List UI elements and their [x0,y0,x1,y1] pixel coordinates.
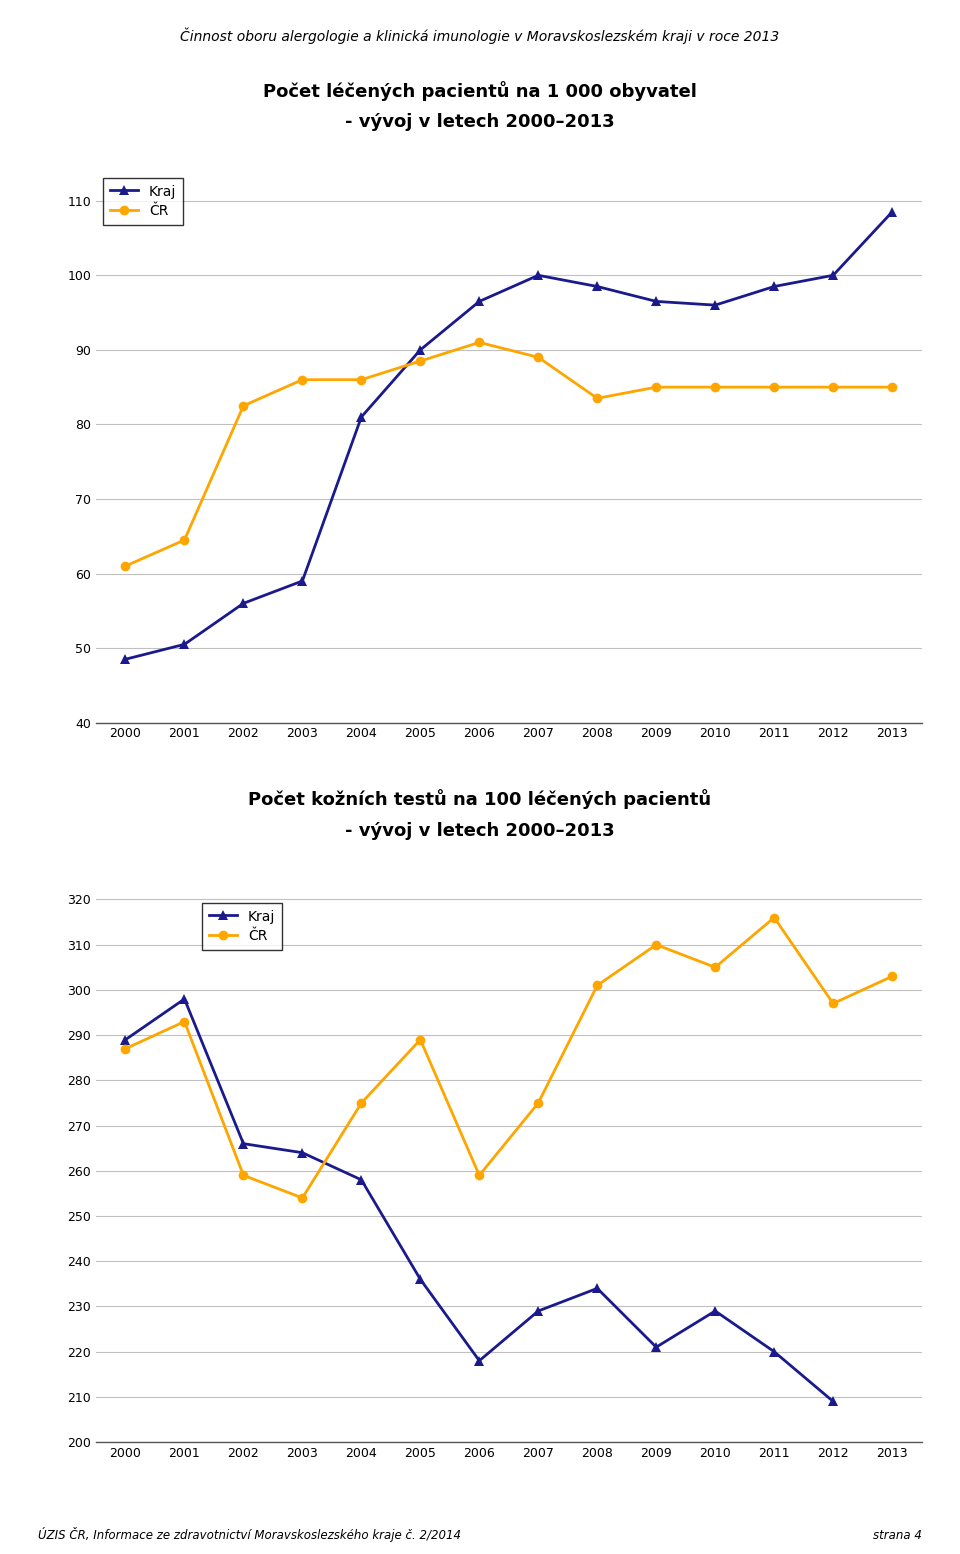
Legend: Kraj, ČR: Kraj, ČR [202,903,282,951]
Text: strana 4: strana 4 [873,1529,922,1542]
Text: Počet kožních testů na 100 léčených pacientů: Počet kožních testů na 100 léčených paci… [249,789,711,810]
Text: Činnost oboru alergologie a klinická imunologie v Moravskoslezském kraji v roce : Činnost oboru alergologie a klinická imu… [180,28,780,45]
Text: Počet léčených pacientů na 1 000 obyvatel: Počet léčených pacientů na 1 000 obyvate… [263,81,697,101]
Text: ÚZIS ČR, Informace ze zdravotnictví Moravskoslezského kraje č. 2/2014: ÚZIS ČR, Informace ze zdravotnictví Mora… [38,1526,462,1542]
Legend: Kraj, ČR: Kraj, ČR [103,177,183,225]
Text: - vývoj v letech 2000–2013: - vývoj v letech 2000–2013 [346,822,614,841]
Text: - vývoj v letech 2000–2013: - vývoj v letech 2000–2013 [346,113,614,132]
